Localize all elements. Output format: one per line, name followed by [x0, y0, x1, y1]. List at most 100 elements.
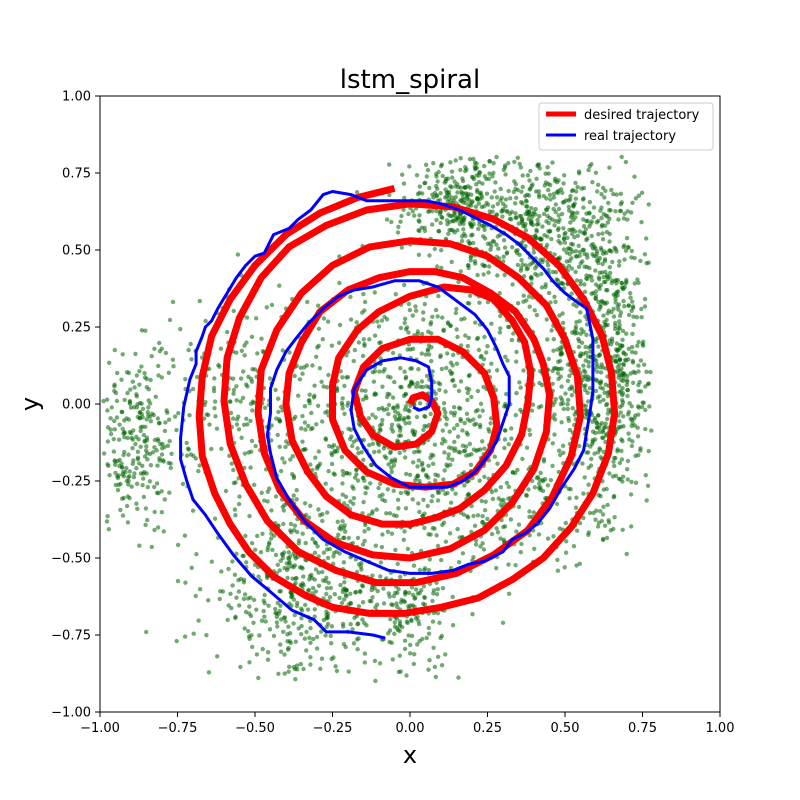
- scatter-point: [416, 458, 421, 463]
- scatter-point: [312, 607, 317, 612]
- scatter-point: [300, 413, 305, 419]
- scatter-point: [533, 206, 538, 212]
- scatter-point: [422, 228, 428, 234]
- scatter-point: [401, 207, 406, 212]
- scatter-point: [532, 308, 537, 313]
- scatter-point: [416, 501, 421, 506]
- scatter-point: [629, 443, 635, 449]
- scatter-point: [450, 363, 455, 368]
- scatter-point: [294, 575, 299, 581]
- scatter-point: [101, 451, 107, 456]
- scatter-point: [336, 532, 341, 537]
- scatter-point: [225, 617, 230, 623]
- scatter-point: [433, 674, 438, 680]
- scatter-point: [348, 317, 354, 322]
- scatter-point: [445, 490, 450, 496]
- scatter-point: [436, 228, 441, 234]
- scatter-point: [512, 179, 517, 184]
- scatter-point: [636, 193, 642, 198]
- scatter-point: [300, 439, 305, 444]
- scatter-point: [558, 395, 563, 400]
- scatter-point: [137, 369, 142, 374]
- scatter-point: [544, 219, 549, 224]
- scatter-point: [446, 445, 452, 450]
- scatter-point: [360, 353, 366, 359]
- scatter-point: [348, 499, 353, 504]
- scatter-point: [556, 206, 562, 212]
- scatter-point: [338, 527, 344, 532]
- scatter-point: [250, 408, 255, 413]
- scatter-point: [152, 527, 157, 533]
- scatter-point: [316, 583, 322, 588]
- scatter-point: [609, 280, 614, 286]
- scatter-point: [186, 347, 191, 353]
- scatter-point: [602, 523, 608, 528]
- scatter-point: [495, 461, 500, 466]
- scatter-point: [579, 340, 585, 345]
- scatter-point: [600, 237, 606, 242]
- scatter-point: [381, 601, 387, 606]
- scatter-point: [553, 176, 558, 181]
- scatter-point: [316, 570, 321, 575]
- scatter-point: [589, 219, 594, 224]
- scatter-point: [434, 174, 439, 179]
- scatter-point: [482, 446, 487, 451]
- scatter-point: [607, 265, 612, 270]
- scatter-point: [494, 565, 499, 571]
- scatter-point: [301, 574, 306, 579]
- scatter-point: [307, 635, 312, 640]
- scatter-point: [525, 266, 530, 271]
- scatter-point: [331, 471, 336, 476]
- scatter-point: [465, 390, 470, 396]
- scatter-point: [502, 165, 508, 170]
- scatter-point: [550, 381, 555, 386]
- scatter-point: [426, 567, 432, 573]
- y-tick-label: 0.00: [62, 398, 91, 413]
- scatter-point: [473, 320, 478, 325]
- scatter-point: [409, 633, 415, 639]
- scatter-point: [436, 293, 441, 299]
- scatter-point: [489, 321, 494, 326]
- scatter-point: [478, 401, 484, 406]
- scatter-point: [267, 627, 273, 632]
- scatter-point: [482, 508, 488, 513]
- scatter-point: [484, 191, 490, 196]
- scatter-point: [380, 405, 385, 411]
- scatter-point: [332, 449, 338, 455]
- scatter-point: [613, 300, 618, 305]
- scatter-point: [447, 531, 453, 536]
- scatter-point: [575, 184, 580, 190]
- scatter-point: [262, 498, 267, 503]
- scatter-point: [562, 240, 568, 245]
- scatter-point: [607, 231, 612, 237]
- scatter-point: [537, 214, 542, 219]
- scatter-point: [426, 631, 432, 636]
- scatter-point: [607, 216, 612, 221]
- scatter-point: [404, 673, 409, 678]
- scatter-point: [469, 452, 474, 457]
- scatter-point: [329, 461, 335, 467]
- scatter-point: [209, 559, 214, 564]
- scatter-point: [339, 400, 345, 406]
- scatter-point: [527, 187, 532, 192]
- scatter-point: [620, 328, 626, 334]
- scatter-point: [430, 314, 435, 319]
- scatter-point: [149, 544, 154, 550]
- scatter-point: [403, 455, 408, 460]
- scatter-point: [292, 523, 298, 528]
- scatter-point: [520, 184, 525, 190]
- scatter-point: [546, 290, 552, 296]
- scatter-point: [501, 238, 507, 243]
- scatter-point: [386, 411, 391, 417]
- scatter-point: [422, 180, 427, 186]
- scatter-point: [401, 417, 406, 423]
- scatter-point: [629, 248, 634, 254]
- scatter-point: [438, 164, 444, 169]
- scatter-point: [320, 512, 325, 517]
- scatter-point: [242, 626, 247, 631]
- scatter-point: [390, 657, 395, 662]
- scatter-point: [252, 482, 257, 487]
- scatter-point: [563, 198, 569, 203]
- scatter-point: [314, 634, 320, 640]
- scatter-point: [280, 456, 285, 461]
